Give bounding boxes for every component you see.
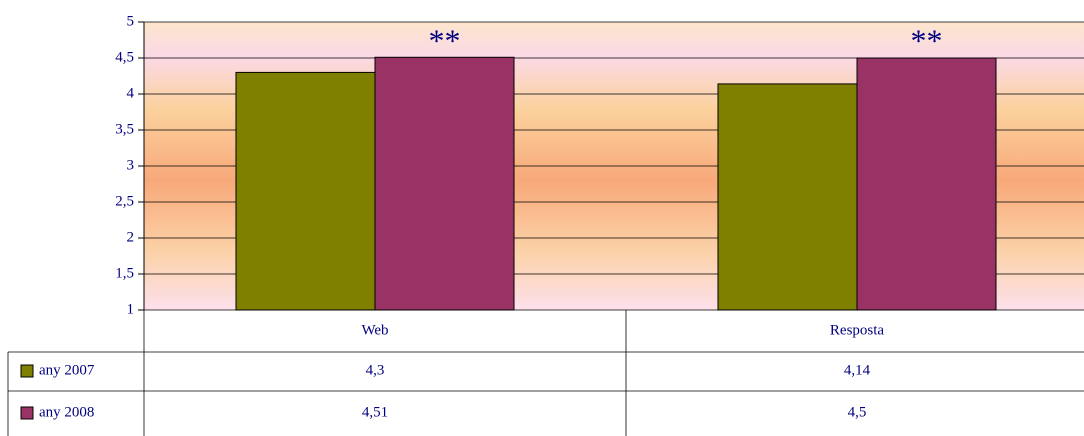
table-value: 4,3 xyxy=(366,362,385,378)
y-tick-label: 1,5 xyxy=(115,265,134,281)
bar xyxy=(856,57,997,311)
x-tick-label: Web xyxy=(361,322,388,338)
x-tick-label: Resposta xyxy=(830,322,885,338)
y-tick-label: 1 xyxy=(127,301,135,317)
y-tick-label: 3 xyxy=(127,157,135,173)
bar xyxy=(717,83,858,311)
table-value: 4,51 xyxy=(362,404,388,420)
bar xyxy=(235,71,376,311)
y-tick-label: 4 xyxy=(127,85,135,101)
legend-key xyxy=(20,406,34,420)
legend-key xyxy=(20,364,34,378)
annotation: ** xyxy=(429,22,461,58)
legend-label: any 2008 xyxy=(39,404,94,420)
y-tick-label: 4,5 xyxy=(115,49,134,65)
y-tick-label: 3,5 xyxy=(115,121,134,137)
table-value: 4,14 xyxy=(844,362,871,378)
y-tick-label: 5 xyxy=(127,13,135,29)
y-tick-label: 2,5 xyxy=(115,193,134,209)
legend-label: any 2007 xyxy=(39,362,95,378)
annotation: ** xyxy=(911,22,943,58)
table-value: 4,5 xyxy=(848,404,867,420)
bar xyxy=(374,56,515,311)
y-tick-label: 2 xyxy=(127,229,135,245)
